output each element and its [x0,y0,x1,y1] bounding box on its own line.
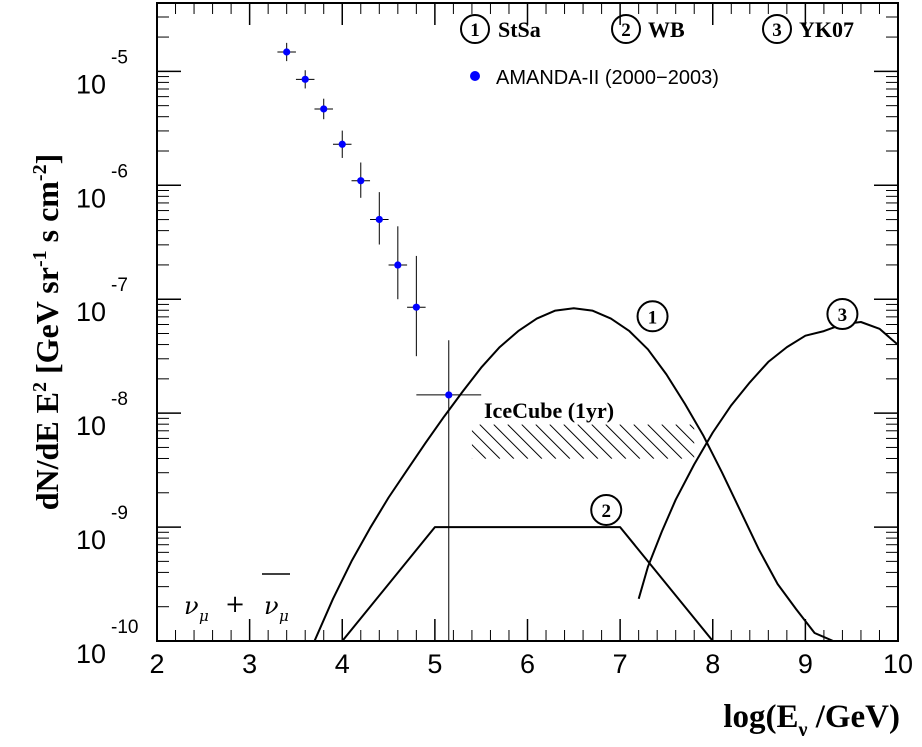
y-tick-label-exponent: -9 [111,503,128,524]
y-tick-label-exponent: -10 [111,617,138,638]
icecube-hatch-line [471,430,501,459]
amanda-marker [445,391,453,399]
legend-entry-2: 2 WB [611,14,685,44]
icecube-hatch-line [549,424,585,459]
legend-num-3: 3 [772,20,782,41]
legend-entry-3: 3 YK07 [762,14,854,44]
y-tick-label-exponent: -5 [111,47,128,68]
curve-marker-1: 1 [648,307,658,328]
x-tick-label: 5 [427,649,442,679]
y-tick-label-exponent: -6 [111,161,128,182]
x-tick-label: 10 [883,649,913,679]
legend-label-amanda: AMANDA-II (2000−2003) [496,67,719,89]
icecube-hatch-line [704,425,738,459]
amanda-marker [412,303,420,311]
series-line-stsa [313,307,838,641]
icecube-band [471,424,752,459]
legend-label-yk07: YK07 [799,17,854,42]
icecube-hatch-line [647,424,683,459]
icecube-hatch-line [493,424,529,459]
icecube-hatch-line [471,444,487,459]
y-tick-label-base: 10 [76,525,106,555]
amanda-point [314,98,333,120]
amanda-point [277,42,296,62]
x-axis-title: log(Eν /GeV) [723,699,900,741]
icecube-hatch-line [479,424,515,459]
nu-bar-symbol: ν [264,592,279,620]
curve-marker-3: 3 [838,305,848,326]
y-tick-label-exponent: -7 [111,275,128,296]
x-tick-label: 7 [613,649,628,679]
curve-marker-circle [826,298,859,331]
icecube-hatch-line [605,424,641,459]
y-tick-label-exponent: -8 [111,389,128,410]
nu-bar-subscript: μ [279,607,289,625]
y-tick-label-base: 10 [76,297,106,327]
icecube-label: IceCube (1yr) [484,398,614,423]
icecube-hatch-line [675,424,695,444]
series-line-wb [341,526,714,641]
y-tick-label-base: 10 [76,639,106,669]
neutrino-annotation: ν μ + ν μ [184,573,290,625]
amanda-point [416,340,482,641]
amanda-point [332,130,352,158]
amanda-marker [338,140,346,148]
x-tick-label: 2 [149,649,164,679]
amanda-marker [394,261,402,269]
legend-entry-1: 1 StSa [460,14,541,44]
icecube-hatch-line [521,424,557,459]
icecube-hatch-line [563,424,599,459]
curve-marker-2: 2 [601,501,611,522]
x-tick-label: 6 [520,649,535,679]
plus-sign: + [225,590,245,618]
y-tick-label-base: 10 [76,183,106,213]
amanda-point [370,192,389,245]
y-tick-label-base: 10 [76,69,106,99]
icecube-hatch-line [633,424,669,459]
y-tick-label-base: 10 [76,411,106,441]
icecube-hatch-line [718,425,752,459]
icecube-hatch-line [661,424,695,458]
nu-symbol: ν [184,592,199,620]
amanda-point [351,162,371,198]
amanda-marker [320,105,328,113]
nu-subscript: μ [199,607,209,625]
amanda-point [388,226,408,300]
amanda-marker [283,48,291,56]
icecube-hatch-line [507,424,543,459]
plot-frame [156,2,899,642]
amanda-marker [357,177,365,185]
icecube-hatch-line [591,424,627,459]
icecube-hatch-line [577,424,613,459]
legend: 1 StSa 2 WB 3 YK07 AMANDA-II (2000−2003) [460,14,854,89]
series-line-yk07 [637,321,898,600]
amanda-marker [375,215,383,224]
x-tick-label: 3 [242,649,257,679]
curve-marker-circle [590,493,623,526]
legend-num-2: 2 [621,20,631,41]
y-axis-title: dN/dE E2 [GeV sr-1 s cm-2] [29,154,65,511]
legend-label-wb: WB [648,17,685,42]
icecube-hatch-line [471,458,473,459]
legend-label-stsa: StSa [498,17,541,42]
x-tick-label: 9 [798,649,813,679]
legend-entry-amanda: AMANDA-II (2000−2003) [470,67,719,89]
legend-num-1: 1 [470,20,480,41]
curve-marker-circle [636,300,669,333]
legend-amanda-marker [470,71,480,81]
amanda-point [295,70,315,89]
icecube-hatch-line [619,424,655,459]
icecube-hatch-line [535,424,571,459]
amanda-point [407,255,426,357]
x-tick-label: 8 [705,649,720,679]
amanda-marker [301,75,309,83]
x-tick-label: 4 [335,649,350,679]
